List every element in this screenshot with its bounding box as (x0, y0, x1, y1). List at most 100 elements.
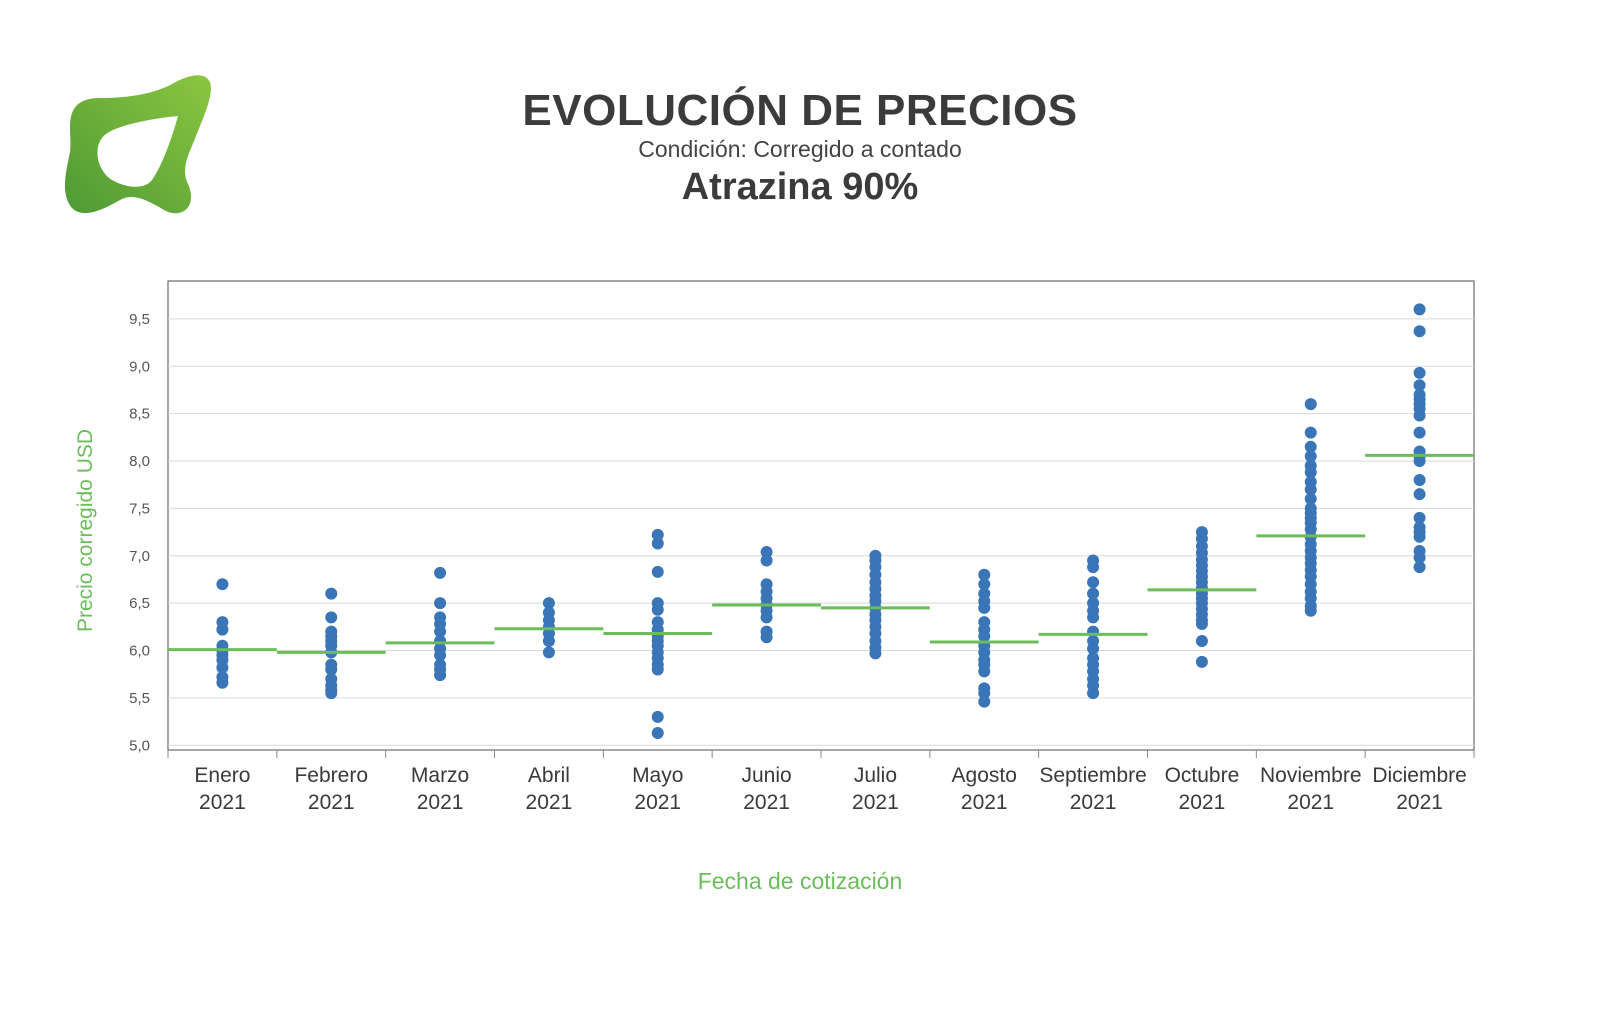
data-point (651, 726, 664, 739)
leaf-logo-icon (64, 75, 211, 214)
y-tick-label: 9,0 (129, 358, 150, 375)
data-point (1087, 642, 1100, 655)
data-point (1413, 409, 1426, 422)
data-point (1413, 551, 1426, 564)
data-point (651, 663, 664, 676)
data-point (760, 554, 773, 567)
x-tick-label-month: Octubre (1165, 764, 1240, 787)
x-tick-label-month: Diciembre (1372, 764, 1467, 787)
data-point (1413, 426, 1426, 439)
data-point (1413, 303, 1426, 316)
data-point (1413, 473, 1426, 486)
x-tick-label-month: Septiembre (1039, 764, 1146, 787)
data-point (434, 625, 447, 638)
data-point (434, 649, 447, 662)
x-tick-label-year: 2021 (961, 791, 1008, 814)
x-tick-label-month: Junio (741, 764, 791, 787)
plot-area (167, 280, 1475, 751)
data-point (434, 669, 447, 682)
data-point (1304, 604, 1317, 617)
data-point (1304, 398, 1317, 411)
x-tick-label-month: Julio (854, 764, 897, 787)
data-point (1304, 483, 1317, 496)
y-tick-label: 9,5 (129, 311, 150, 328)
data-point (1413, 530, 1426, 543)
data-point (1195, 617, 1208, 630)
x-tick-label-year: 2021 (852, 791, 899, 814)
y-axis-title: Precio corregido USD (74, 429, 97, 632)
data-point (651, 528, 664, 541)
x-tick-label-month: Agosto (952, 764, 1017, 787)
data-point (1087, 576, 1100, 589)
x-tick-label-month: Noviembre (1260, 764, 1362, 787)
data-point (1087, 561, 1100, 574)
data-point (325, 663, 338, 676)
data-point (325, 611, 338, 624)
data-point (1413, 366, 1426, 379)
y-tick-label: 5,5 (129, 690, 150, 707)
data-point (978, 665, 991, 678)
y-tick-label: 6,5 (129, 595, 150, 612)
data-point (1304, 466, 1317, 479)
data-point (1304, 450, 1317, 463)
data-point (1413, 488, 1426, 501)
x-tick-label-year: 2021 (1396, 791, 1443, 814)
x-tick-label-year: 2021 (417, 791, 464, 814)
y-tick-label: 8,5 (129, 406, 150, 423)
condition-subtitle: Condición: Corregido a contado (638, 136, 962, 162)
data-point (434, 566, 447, 579)
x-tick-label-year: 2021 (199, 791, 246, 814)
data-point (216, 578, 229, 591)
x-tick-label-year: 2021 (1179, 791, 1226, 814)
x-axis-title: Fecha de cotización (697, 868, 903, 894)
data-point (869, 647, 882, 660)
data-point (651, 565, 664, 578)
data-point (1413, 561, 1426, 574)
data-point (216, 676, 229, 689)
data-point (1304, 492, 1317, 505)
x-tick-label-year: 2021 (634, 791, 681, 814)
y-tick-label: 7,5 (129, 500, 150, 517)
y-tick-label: 6,0 (129, 643, 150, 660)
data-point (651, 603, 664, 616)
x-tick-label-year: 2021 (308, 791, 355, 814)
data-point (1413, 379, 1426, 392)
data-point (542, 646, 555, 659)
x-tick-label-month: Mayo (632, 764, 683, 787)
data-point (651, 537, 664, 550)
data-point (1413, 455, 1426, 468)
x-tick-label-month: Marzo (411, 764, 469, 787)
x-tick-label-year: 2021 (1070, 791, 1117, 814)
data-point (978, 687, 991, 700)
data-point (434, 597, 447, 610)
data-point (978, 568, 991, 581)
data-point (1304, 440, 1317, 453)
x-tick-label-year: 2021 (526, 791, 573, 814)
data-point (760, 611, 773, 624)
x-tick-label-year: 2021 (743, 791, 790, 814)
data-point (542, 635, 555, 648)
data-point (978, 630, 991, 643)
data-point (1195, 655, 1208, 668)
x-tick-label-month: Enero (194, 764, 250, 787)
x-tick-label-month: Febrero (294, 764, 368, 787)
data-point (1413, 511, 1426, 524)
x-tick-label-year: 2021 (1287, 791, 1334, 814)
product-name: Atrazina 90% (681, 166, 919, 208)
data-point (760, 545, 773, 558)
y-tick-label: 8,0 (129, 453, 150, 470)
data-point (760, 631, 773, 644)
data-point (325, 587, 338, 600)
x-tick-label-month: Abril (528, 764, 570, 787)
data-point (978, 695, 991, 708)
data-point (978, 601, 991, 614)
data-point (1087, 687, 1100, 700)
data-point (542, 597, 555, 610)
y-tick-label: 5,0 (129, 737, 150, 754)
data-point (1087, 611, 1100, 624)
page-title: EVOLUCIÓN DE PRECIOS (522, 86, 1078, 135)
data-point (216, 661, 229, 674)
y-tick-label: 7,0 (129, 548, 150, 565)
data-point (651, 710, 664, 723)
